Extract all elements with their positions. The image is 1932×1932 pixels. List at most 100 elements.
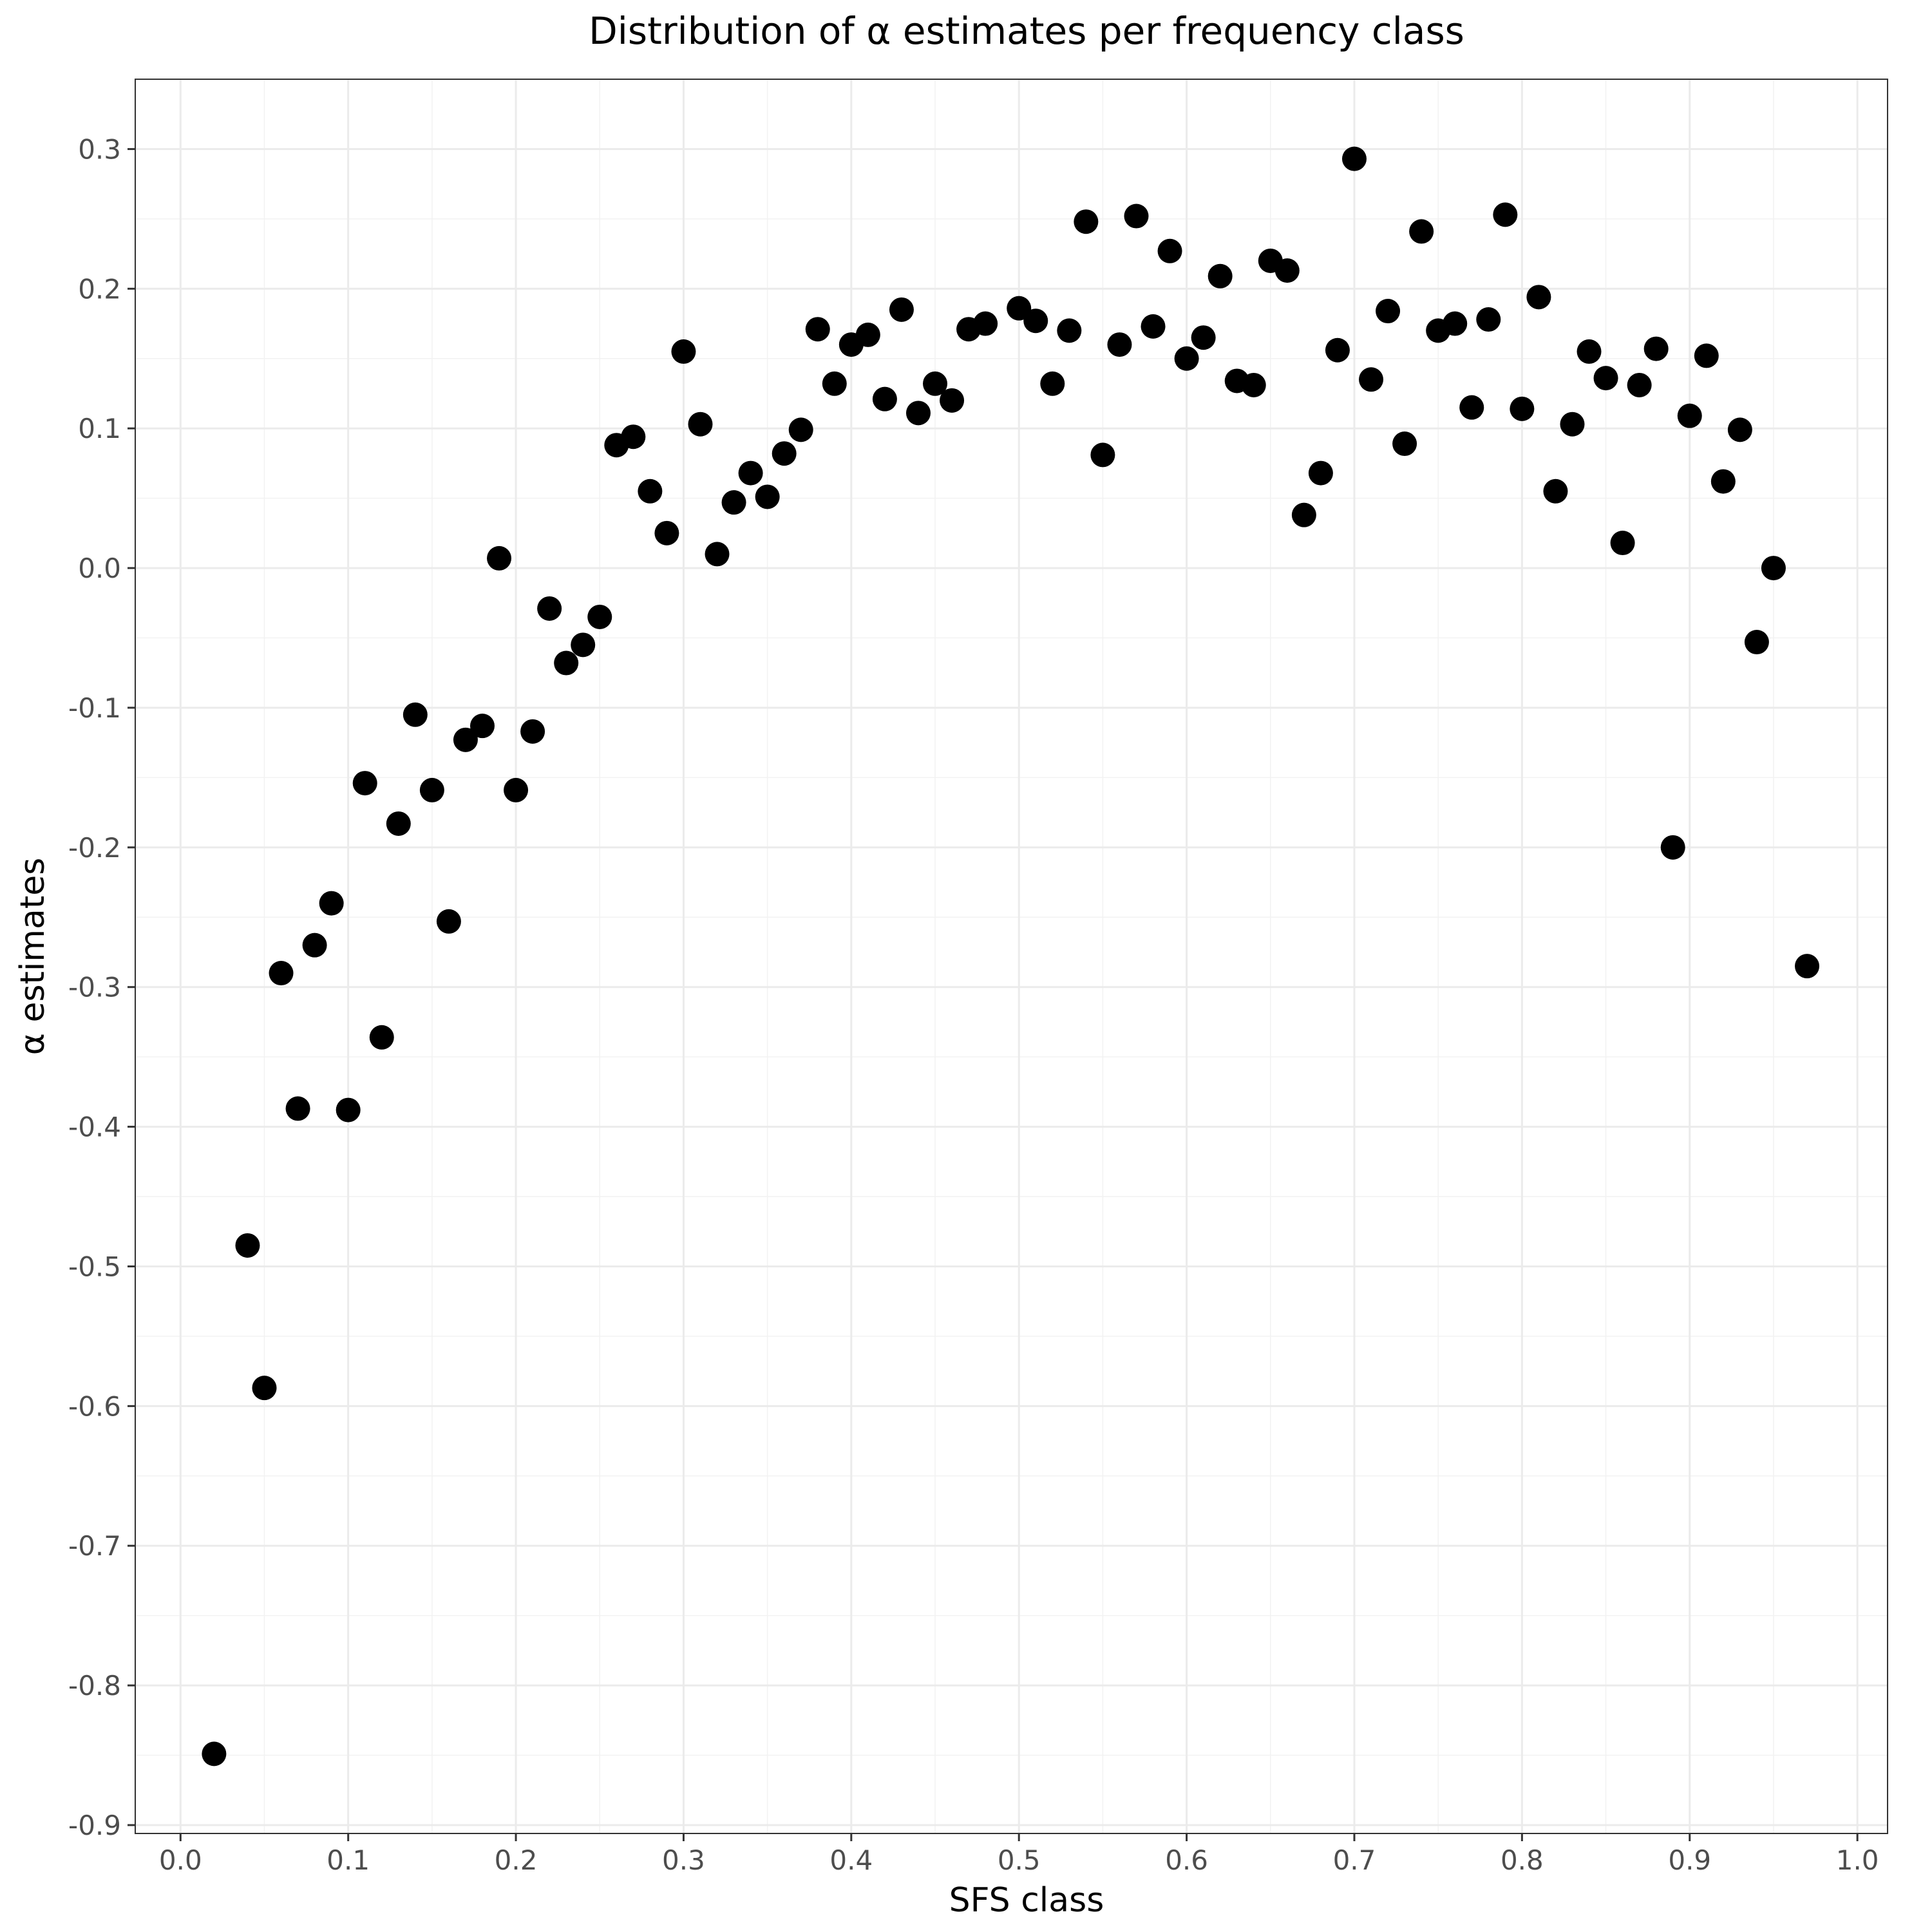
data-point xyxy=(1710,469,1736,494)
data-point xyxy=(705,542,730,567)
data-point xyxy=(1124,204,1149,229)
data-point xyxy=(453,727,478,752)
data-point xyxy=(1476,307,1501,332)
x-tick-label: 0.1 xyxy=(327,1844,370,1876)
chart-title: Distribution of α estimates per frequenc… xyxy=(589,9,1464,53)
plot-panel-border xyxy=(135,79,1888,1834)
data-point xyxy=(1308,460,1333,486)
data-point xyxy=(419,777,444,802)
data-point xyxy=(269,961,294,986)
y-tick-label: -0.4 xyxy=(68,1112,121,1143)
data-point xyxy=(755,484,780,509)
x-tick-label: 0.0 xyxy=(159,1844,202,1876)
y-tick-label: -0.8 xyxy=(68,1670,121,1701)
data-point xyxy=(1341,146,1367,171)
data-point xyxy=(1577,339,1602,364)
y-tick-label: -0.3 xyxy=(68,972,121,1003)
x-tick-label: 0.3 xyxy=(662,1844,705,1876)
x-tick-label: 0.7 xyxy=(1333,1844,1376,1876)
data-point xyxy=(855,322,880,347)
data-point xyxy=(822,371,847,396)
data-point xyxy=(1141,314,1166,339)
data-point xyxy=(905,401,931,426)
data-point xyxy=(336,1097,361,1122)
data-point xyxy=(1023,308,1048,334)
data-point xyxy=(872,386,897,412)
data-point xyxy=(554,650,579,676)
x-axis-ticks: 0.0 0.1 0.2 0.3 0.4 0.5 0.6 0.7 0.8 0.9 1.0 xyxy=(159,1833,1879,1876)
y-tick-label: -0.1 xyxy=(68,692,121,724)
data-point xyxy=(469,714,495,739)
data-point xyxy=(671,339,696,364)
x-tick-label: 0.8 xyxy=(1501,1844,1544,1876)
data-point xyxy=(1744,630,1769,655)
data-point xyxy=(386,811,411,836)
y-tick-label: 0.2 xyxy=(78,273,121,305)
data-point xyxy=(1392,431,1417,457)
data-point xyxy=(889,297,914,322)
data-point xyxy=(487,545,512,571)
data-point xyxy=(1660,835,1685,860)
data-point xyxy=(1057,318,1082,343)
x-tick-label: 0.9 xyxy=(1668,1844,1711,1876)
data-point xyxy=(436,909,461,934)
data-point xyxy=(1526,285,1551,310)
data-point xyxy=(352,771,377,796)
y-tick-label: -0.7 xyxy=(68,1530,121,1562)
data-point xyxy=(1761,556,1786,581)
data-point xyxy=(402,702,428,727)
x-tick-label: 1.0 xyxy=(1836,1844,1879,1876)
y-tick-label: -0.2 xyxy=(68,832,121,864)
data-point xyxy=(688,412,713,437)
data-point xyxy=(1694,343,1719,368)
data-point xyxy=(504,777,529,802)
data-point xyxy=(369,1025,394,1050)
data-point xyxy=(1727,417,1752,442)
data-point xyxy=(1359,367,1384,392)
data-points xyxy=(202,146,1820,1766)
data-point xyxy=(1007,296,1032,321)
data-point xyxy=(638,478,663,504)
x-axis-label: SFS class xyxy=(949,1881,1104,1920)
data-point xyxy=(1157,238,1182,263)
y-axis-label: α estimates xyxy=(14,858,52,1056)
x-tick-label: 0.5 xyxy=(998,1844,1041,1876)
data-point xyxy=(285,1096,310,1121)
data-point xyxy=(319,891,344,916)
y-tick-label: 0.1 xyxy=(78,413,121,444)
x-tick-label: 0.4 xyxy=(829,1844,873,1876)
data-point xyxy=(1208,263,1233,289)
data-point xyxy=(1543,478,1568,504)
data-point xyxy=(202,1741,227,1766)
data-point xyxy=(721,490,746,515)
data-point xyxy=(1090,442,1115,468)
data-point xyxy=(1107,332,1132,357)
y-tick-label: 0.0 xyxy=(78,553,121,584)
data-point xyxy=(1593,366,1618,391)
data-point xyxy=(1191,325,1216,350)
data-point xyxy=(1291,502,1316,527)
data-point xyxy=(1677,403,1702,428)
data-point xyxy=(1409,219,1434,244)
data-point xyxy=(520,719,545,744)
data-point xyxy=(1643,336,1669,361)
data-point xyxy=(621,424,646,450)
data-point xyxy=(805,317,830,342)
y-tick-label: -0.6 xyxy=(68,1390,121,1422)
data-point xyxy=(1376,299,1401,324)
data-point xyxy=(587,604,612,629)
y-tick-label: -0.9 xyxy=(68,1810,121,1841)
data-point xyxy=(235,1233,260,1258)
data-point xyxy=(788,417,813,442)
x-tick-label: 0.6 xyxy=(1165,1844,1208,1876)
data-point xyxy=(1459,395,1484,420)
data-point xyxy=(252,1376,277,1401)
data-point xyxy=(1241,372,1266,397)
y-axis-ticks: 0.3 0.2 0.1 0.0 -0.1 -0.2 -0.3 -0.4 -0.5 -0.6 -0.7… xyxy=(68,133,135,1841)
data-point xyxy=(1493,202,1518,227)
data-point xyxy=(1610,531,1635,556)
data-point xyxy=(571,632,596,658)
data-point xyxy=(1443,311,1468,336)
data-point xyxy=(1274,258,1300,283)
